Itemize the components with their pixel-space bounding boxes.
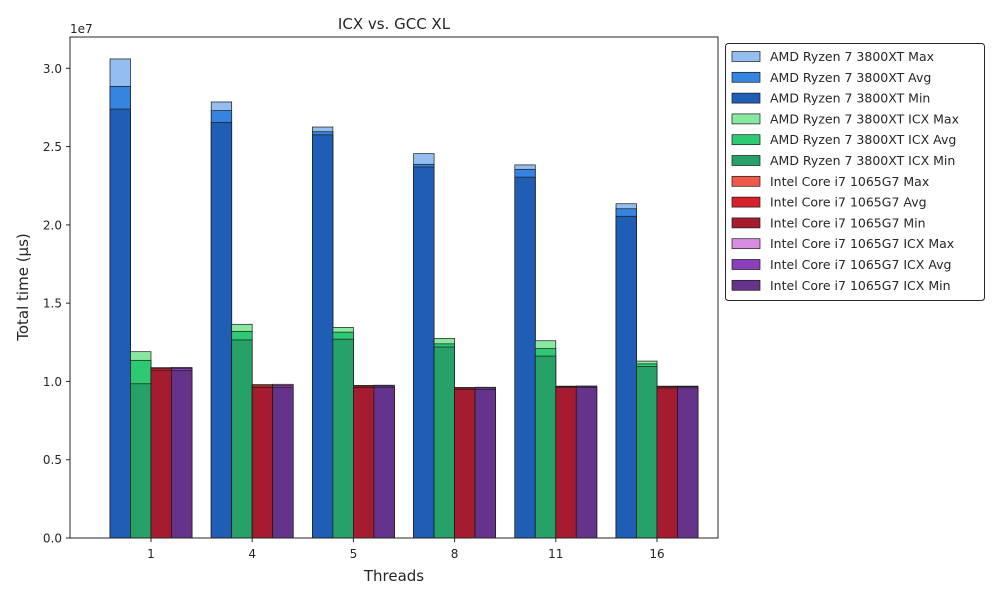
- legend-swatch: [731, 113, 761, 125]
- bar-intel-core-i7-1065g7-icx-min-threads-1: [171, 370, 193, 539]
- plot-frame: [69, 36, 719, 539]
- bar-intel-core-i7-1065g7-min-threads-16: [656, 387, 678, 539]
- legend-swatch: [731, 51, 761, 62]
- bar-intel-core-i7-1065g7-min-threads-1: [150, 369, 172, 539]
- x-tick-label: 11: [548, 547, 563, 561]
- y-tick-label: 0.0: [43, 532, 62, 546]
- bar-amd-ryzen-7-3800xt-min-threads-16: [615, 215, 637, 539]
- x-tick-label: 5: [350, 547, 358, 561]
- legend-swatch: [731, 217, 761, 229]
- bar-intel-core-i7-1065g7-icx-min-threads-11: [575, 387, 598, 539]
- y-axis-offset-label: 1e7: [70, 22, 93, 36]
- bar-amd-ryzen-7-3800xt-min-threads-8: [413, 166, 435, 539]
- bar-intel-core-i7-1065g7-min-threads-11: [555, 387, 577, 539]
- legend-frame: [725, 43, 985, 301]
- legend-label: AMD Ryzen 7 3800XT ICX Min: [770, 153, 955, 168]
- bar-amd-ryzen-7-3800xt-min-threads-4: [210, 121, 233, 539]
- legend-label: AMD Ryzen 7 3800XT Avg: [770, 70, 931, 85]
- y-tick-label: 2.5: [43, 140, 62, 154]
- bar-amd-ryzen-7-3800xt-icx-min-threads-16: [636, 366, 658, 539]
- bars-layer: [109, 58, 699, 539]
- y-axis-ticks: 0.0 0.5 1.0 1.5 2.0 2.5 3.0: [43, 62, 70, 546]
- legend-swatch: [731, 175, 761, 187]
- bar-intel-core-i7-1065g7-icx-min-threads-4: [272, 386, 294, 539]
- legend-label: Intel Core i7 1065G7 ICX Avg: [770, 257, 951, 272]
- bar-intel-core-i7-1065g7-icx-min-threads-5: [373, 386, 395, 539]
- legend: AMD Ryzen 7 3800XT Max AMD Ryzen 7 3800XT…: [725, 43, 985, 301]
- legend-label: AMD Ryzen 7 3800XT Max: [770, 49, 934, 64]
- x-tick-label: 8: [451, 547, 459, 561]
- legend-swatch: [731, 238, 761, 250]
- y-tick-label: 3.0: [43, 62, 62, 76]
- legend-label: Intel Core i7 1065G7 Min: [770, 215, 926, 230]
- x-axis-label: Threads: [363, 567, 424, 585]
- y-tick-label: 1.5: [43, 297, 62, 311]
- legend-swatch: [731, 279, 761, 291]
- bar-amd-ryzen-7-3800xt-icx-min-threads-11: [534, 355, 557, 539]
- bar-amd-ryzen-7-3800xt-min-threads-11: [514, 176, 536, 539]
- bar-amd-ryzen-7-3800xt-icx-min-threads-5: [332, 338, 354, 539]
- legend-swatch: [731, 92, 761, 104]
- legend-swatch: [731, 259, 761, 270]
- bar-intel-core-i7-1065g7-min-threads-5: [353, 387, 375, 539]
- bar-amd-ryzen-7-3800xt-icx-min-threads-4: [231, 339, 253, 539]
- bar-intel-core-i7-1065g7-icx-min-threads-16: [677, 387, 699, 539]
- bar-amd-ryzen-7-3800xt-icx-min-threads-1: [130, 383, 152, 539]
- bar-intel-core-i7-1065g7-min-threads-4: [251, 387, 274, 539]
- bar-intel-core-i7-1065g7-icx-min-threads-8: [474, 389, 496, 539]
- x-axis-ticks: 1 4 5 8 11 16: [147, 538, 665, 561]
- y-axis-label: Total time (µs): [14, 233, 32, 342]
- x-tick-label: 4: [248, 547, 256, 561]
- legend-label: AMD Ryzen 7 3800XT ICX Avg: [770, 132, 956, 147]
- legend-swatch: [731, 134, 761, 146]
- legend-label: Intel Core i7 1065G7 ICX Max: [770, 236, 954, 251]
- legend-swatch: [731, 155, 761, 166]
- chart-title: ICX vs. GCC XL: [338, 15, 451, 33]
- bar-amd-ryzen-7-3800xt-min-threads-5: [312, 134, 334, 539]
- y-tick-label: 1.0: [43, 375, 62, 389]
- bar-intel-core-i7-1065g7-min-threads-8: [454, 389, 476, 539]
- legend-label: Intel Core i7 1065G7 Avg: [770, 195, 927, 210]
- legend-label: Intel Core i7 1065G7 Max: [770, 174, 929, 189]
- legend-swatch: [731, 71, 761, 83]
- y-tick-label: 0.5: [43, 453, 62, 467]
- legend-label: AMD Ryzen 7 3800XT Min: [770, 91, 930, 106]
- x-tick-label: 16: [649, 547, 664, 561]
- bar-amd-ryzen-7-3800xt-icx-min-threads-8: [433, 346, 455, 539]
- legend-swatch: [731, 196, 761, 208]
- legend-label: AMD Ryzen 7 3800XT ICX Max: [770, 111, 959, 126]
- y-tick-label: 2.0: [43, 218, 62, 232]
- legend-label: Intel Core i7 1065G7 ICX Min: [770, 278, 951, 293]
- x-tick-label: 1: [147, 547, 155, 561]
- bar-amd-ryzen-7-3800xt-min-threads-1: [109, 108, 131, 539]
